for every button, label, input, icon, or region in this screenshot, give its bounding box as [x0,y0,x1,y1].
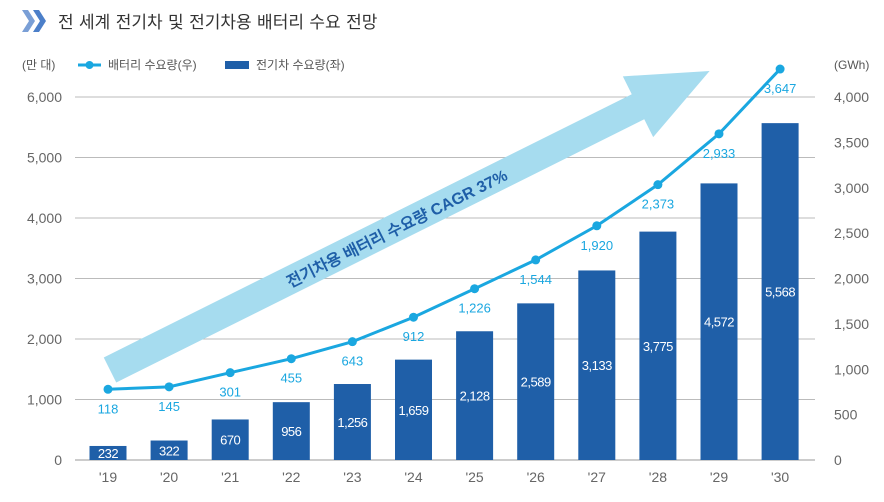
battery-point [775,64,785,74]
bar [211,419,249,460]
battery-line [107,68,782,391]
x-tick-label: '24 [404,469,422,485]
bar [578,270,616,460]
bar [761,123,799,461]
bar-value-label: 3,775 [643,339,673,354]
battery-point [286,354,296,364]
battery-value-label: 1,226 [458,301,491,316]
left-tick-label: 3,000 [27,271,62,287]
battery-point [225,368,235,378]
left-tick-label: 6,000 [27,89,62,105]
cagr-annotation: 전기차용 배터리 수요량 CAGR 37% [284,166,511,292]
bar-value-label: 670 [220,433,240,448]
bar-value-label: 3,133 [582,358,612,373]
bar-value-label: 322 [159,443,179,458]
bar-value-label: 5,568 [765,285,795,300]
right-tick-label: 3,000 [834,180,869,196]
bar-value-label: 1,659 [398,403,428,418]
page-title: 전 세계 전기차 및 전기차용 배터리 수요 전망 [58,13,378,33]
bar-value-label: 2,128 [460,389,490,404]
right-tick-label: 2,500 [834,225,869,241]
battery-point [714,129,724,139]
battery-value-label: 2,933 [703,146,736,161]
legend-battery: 배터리 수요량(우) [78,58,197,72]
bar [272,402,310,460]
battery-point [592,221,602,231]
legend-ev-label: 전기차 수요량(좌) [256,58,345,72]
battery-point [164,382,174,392]
battery-value-label: 912 [403,329,425,344]
battery-point [103,384,113,394]
x-tick-label: '23 [343,469,361,485]
right-tick-label: 1,000 [834,361,869,377]
bar [89,445,127,460]
left-tick-label: 4,000 [27,210,62,226]
battery-point [653,180,663,190]
bar [639,231,677,460]
battery-point [470,284,480,294]
legend-ev: 전기차 수요량(좌) [225,58,345,72]
left-tick-label: 0 [54,452,62,468]
cagr-arrow: 전기차용 배터리 수요량 CAGR 37% [103,71,710,383]
right-tick-label: 3,500 [834,134,869,150]
battery-value-label: 1,920 [581,238,614,253]
battery-value-label: 1,544 [519,272,552,287]
left-tick-label: 5,000 [27,150,62,166]
arrow-shape: 전기차용 배터리 수요량 CAGR 37% [103,71,710,383]
x-tick-label: '25 [465,469,483,485]
battery-point [347,337,357,347]
x-tick-label: '27 [588,469,606,485]
x-tick-label: '28 [649,469,667,485]
legend-battery-label: 배터리 수요량(우) [108,58,197,72]
arrow-polygon [103,71,710,383]
battery-value-label: 301 [219,385,241,400]
x-tick-label: '26 [527,469,545,485]
battery-value-label: 118 [98,401,119,416]
right-tick-label: 1,500 [834,316,869,332]
battery-value-label: 455 [280,371,302,386]
battery-point [409,312,418,322]
bar-value-label: 956 [281,424,301,439]
right-tick-label: 0 [834,452,842,468]
x-tick-label: '29 [710,469,728,485]
right-tick-label: 4,000 [834,89,869,105]
left-axis-unit: (만 대) [22,58,55,72]
x-tick-label: '30 [771,469,789,485]
bar-value-label: 2,589 [521,375,551,390]
battery-point [531,255,541,265]
bar-value-label: 1,256 [337,415,367,430]
bar [456,331,494,460]
x-tick-label: '22 [282,469,300,485]
right-tick-label: 500 [834,407,858,423]
x-tick-label: '19 [99,469,117,485]
right-axis-unit: (GWh) [834,58,869,72]
left-tick-label: 1,000 [27,392,62,408]
bar-value-label: 232 [98,446,118,461]
x-tick-label: '20 [160,469,178,485]
x-tick-label: '21 [221,469,239,485]
bar-value-label: 4,572 [704,315,734,330]
battery-value-label: 643 [342,354,364,369]
battery-value-label: 145 [158,399,180,414]
battery-value-label: 2,373 [642,197,675,212]
battery-value-label: 3,647 [764,81,797,96]
bar [517,303,555,460]
chevron-double-icon [22,10,46,32]
bar [150,440,188,460]
bar [700,183,738,461]
left-tick-label: 2,000 [27,331,62,347]
bar [333,384,371,460]
bar [395,359,432,460]
right-tick-label: 2,000 [834,271,869,287]
